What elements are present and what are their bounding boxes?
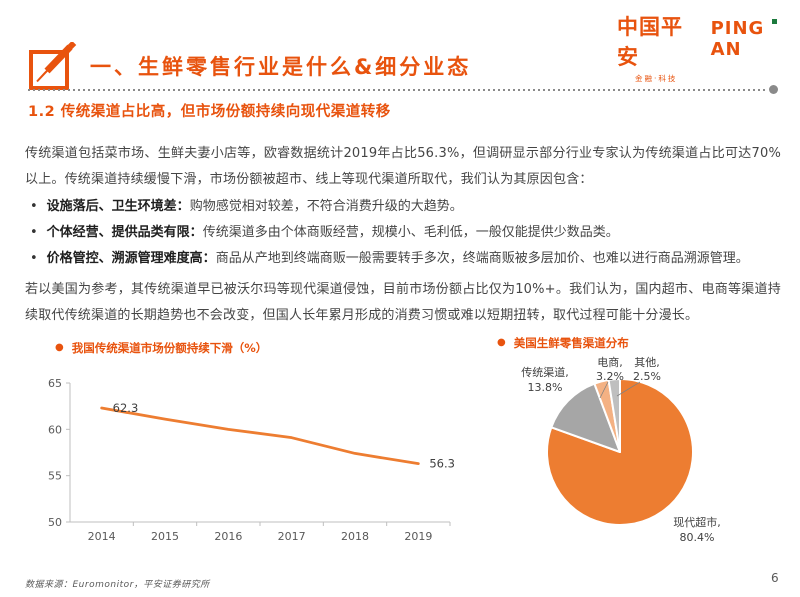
- pie-chart-title: ● 美国生鲜零售渠道分布: [497, 335, 629, 351]
- slide-subtitle: 1.2 传统渠道占比高，但市场份额持续向现代渠道转移: [28, 104, 391, 120]
- body-paragraph-1: 传统渠道包括菜市场、生鲜夫妻小店等，欧睿数据统计2019年占比56.3%，但调研…: [25, 146, 781, 187]
- bullet-list: • 设施落后、卫生环境差：购物感觉相对较差，不符合消费升级的大趋势。 • 个体经营、…: [30, 194, 780, 272]
- svg-text:其他,: 其他,: [634, 356, 660, 369]
- page-number: 6: [771, 571, 779, 585]
- svg-text:2018: 2018: [341, 530, 369, 543]
- svg-text:60: 60: [48, 423, 62, 436]
- logo-en-wrap: PING AN: [711, 18, 800, 60]
- divider-end-dot: [769, 85, 778, 94]
- logo-green-accent-icon: [772, 19, 777, 24]
- bullet-text: 传统渠道多由个体商贩经营，规模小、毛利低，一般仅能提供少数品类。: [202, 225, 619, 240]
- line-chart-title: ● 我国传统渠道市场份额持续下滑（%）: [55, 340, 267, 356]
- pie-chart-title-text: 美国生鲜零售渠道分布: [513, 336, 629, 350]
- section-title-row: 一、生鲜零售行业是什么&细分业态: [28, 42, 471, 90]
- line-chart-title-text: 我国传统渠道市场份额持续下滑（%）: [71, 341, 268, 355]
- svg-text:2017: 2017: [278, 530, 306, 543]
- bullet-lead: 个体经营、提供品类有限：: [46, 225, 203, 240]
- bullet-text: 商品从产地到终端商贩一般需要转手多次，终端商贩被多层加价、也难以进行商品溯源管理…: [215, 251, 749, 266]
- svg-text:2019: 2019: [404, 530, 432, 543]
- svg-text:电商,: 电商,: [597, 355, 623, 369]
- pencil-icon: [29, 42, 77, 90]
- bullet-item-2: • 个体经营、提供品类有限：传统渠道多由个体商贩经营，规模小、毛利低，一般仅能提供…: [30, 220, 780, 246]
- section-title: 一、生鲜零售行业是什么&细分业态: [90, 55, 472, 79]
- bullet-marker: •: [30, 199, 38, 214]
- svg-text:传统渠道,: 传统渠道,: [521, 365, 569, 379]
- bullet-lead: 设施落后、卫生环境差：: [46, 199, 190, 214]
- bullet-marker: •: [30, 225, 38, 240]
- bullet-lead: 价格管控、溯源管理难度高：: [46, 251, 216, 266]
- svg-text:现代超市,: 现代超市,: [673, 515, 721, 529]
- bullet-text: 购物感觉相对较差，不符合消费升级的大趋势。: [189, 199, 463, 214]
- svg-text:2015: 2015: [151, 530, 179, 543]
- chart-marker-icon: ●: [497, 337, 506, 348]
- svg-text:56.3: 56.3: [429, 457, 455, 471]
- logo-cn-text: 中国平安: [617, 15, 683, 69]
- svg-text:2016: 2016: [214, 530, 242, 543]
- logo-en-text: PING AN: [710, 18, 765, 60]
- pingan-logo: 中国平安 PING AN 金融·科技: [617, 11, 800, 84]
- logo-subtitle: 金融·科技: [635, 74, 678, 83]
- bullet-marker: •: [30, 251, 38, 266]
- svg-text:55: 55: [48, 470, 62, 483]
- body-paragraph-2: 若以美国为参考，其传统渠道早已被沃尔玛等现代渠道侵蚀，目前市场份额占比仅为10%…: [25, 282, 781, 323]
- bullet-item-1: • 设施落后、卫生环境差：购物感觉相对较差，不符合消费升级的大趋势。: [30, 194, 780, 220]
- pie-chart: 现代超市, 80.4% 传统渠道, 13.8% 电商,3.2% 其他,2.5%: [521, 355, 721, 544]
- chart-marker-icon: ●: [55, 342, 64, 353]
- bullet-item-3: • 价格管控、溯源管理难度高：商品从产地到终端商贩一般需要转手多次，终端商贩被多层…: [30, 246, 780, 272]
- dotted-divider: [28, 89, 768, 91]
- svg-text:2014: 2014: [88, 530, 116, 543]
- svg-text:50: 50: [48, 516, 62, 529]
- svg-text:3.2%: 3.2%: [596, 370, 624, 383]
- svg-text:2.5%: 2.5%: [633, 370, 661, 383]
- footer-source: 数据来源：Euromonitor，平安证券研究所: [25, 580, 210, 590]
- svg-text:65: 65: [48, 377, 62, 390]
- svg-text:13.8%: 13.8%: [528, 381, 563, 394]
- svg-text:80.4%: 80.4%: [680, 531, 715, 544]
- line-chart: 50 55 60 65 2014 2015 2016 2017 2018 2019 62.3 56.3: [48, 377, 455, 543]
- svg-text:62.3: 62.3: [113, 401, 139, 415]
